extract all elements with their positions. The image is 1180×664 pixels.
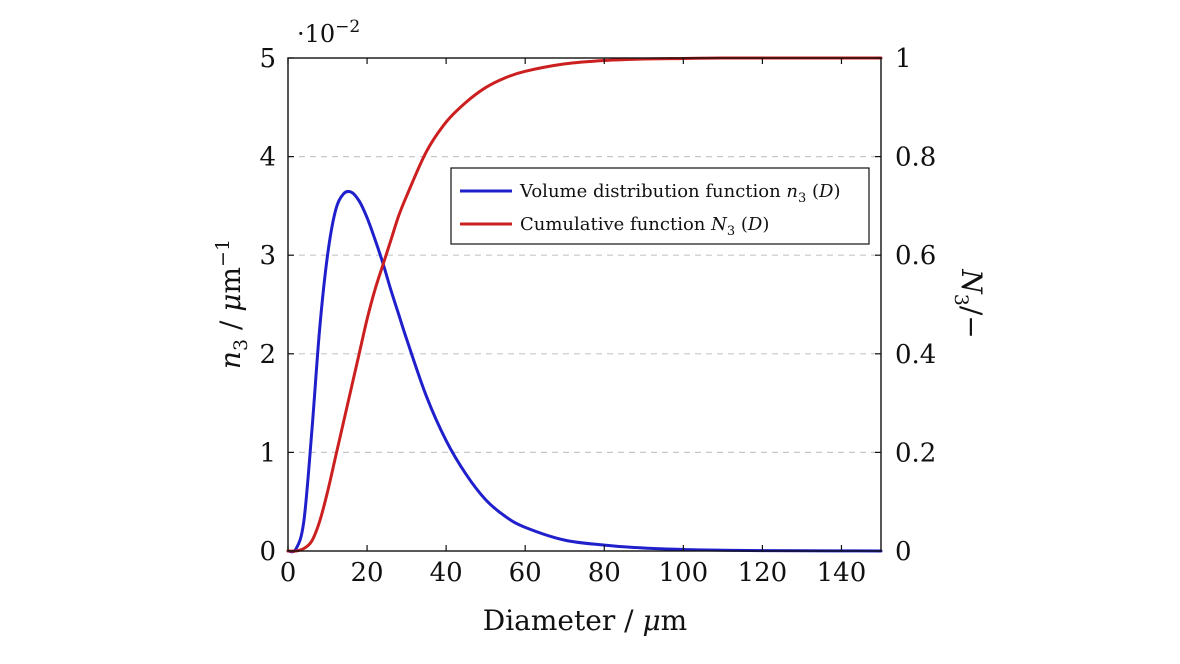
series-line-volume-distribution xyxy=(286,189,883,554)
x-tick-label-5: 100 xyxy=(659,558,709,588)
y-left-tick-label-2: 2 xyxy=(259,340,276,370)
y-right-tick-label-2: 0.4 xyxy=(895,340,936,370)
y-left-tick-label-5: 5 xyxy=(259,44,276,74)
x-tick-label-4: 80 xyxy=(588,558,621,588)
x-tick-label-1: 20 xyxy=(351,558,384,588)
y-left-axis-title: n3 / μm−1 xyxy=(212,239,252,369)
legend-label-cumulative: Cumulative function N3 (D) xyxy=(520,214,769,239)
x-tick-label-6: 120 xyxy=(738,558,788,588)
x-tick-label-0: 0 xyxy=(280,558,297,588)
plot-frame xyxy=(287,57,882,552)
y-right-axis-title: N3/− xyxy=(950,268,988,339)
series-line-cumulative xyxy=(286,56,883,553)
right-y-axis-ticks: 0 0.2 0.4 0.6 0.8 1 xyxy=(875,44,936,567)
legend-label-volume: Volume distribution function n3 (D) xyxy=(519,181,841,206)
y-right-tick-label-3: 0.6 xyxy=(895,241,936,271)
x-axis-ticks: 0 20 40 60 80 100 120 140 xyxy=(280,58,867,588)
left-y-axis-ticks: 0 1 2 3 4 5 xyxy=(259,44,294,567)
x-tick-label-2: 40 xyxy=(430,558,463,588)
series-lines xyxy=(286,56,883,554)
y-left-multiplier: ·10−2 xyxy=(297,17,360,48)
y-left-tick-label-1: 1 xyxy=(259,438,276,468)
y-right-tick-label-1: 0.2 xyxy=(895,438,936,468)
x-tick-label-7: 140 xyxy=(817,558,867,588)
x-axis-title: Diameter / μm xyxy=(483,604,687,637)
y-right-tick-label-0: 0 xyxy=(895,537,912,567)
y-left-tick-label-0: 0 xyxy=(259,537,276,567)
y-left-tick-label-3: 3 xyxy=(259,241,276,271)
y-left-tick-label-4: 4 xyxy=(259,143,276,173)
y-right-tick-label-4: 0.8 xyxy=(895,143,936,173)
y-right-tick-label-5: 1 xyxy=(895,44,912,74)
legend: Volume distribution function n3 (D) Cumu… xyxy=(450,167,870,245)
legend-box xyxy=(450,167,870,245)
x-tick-label-3: 60 xyxy=(509,558,542,588)
